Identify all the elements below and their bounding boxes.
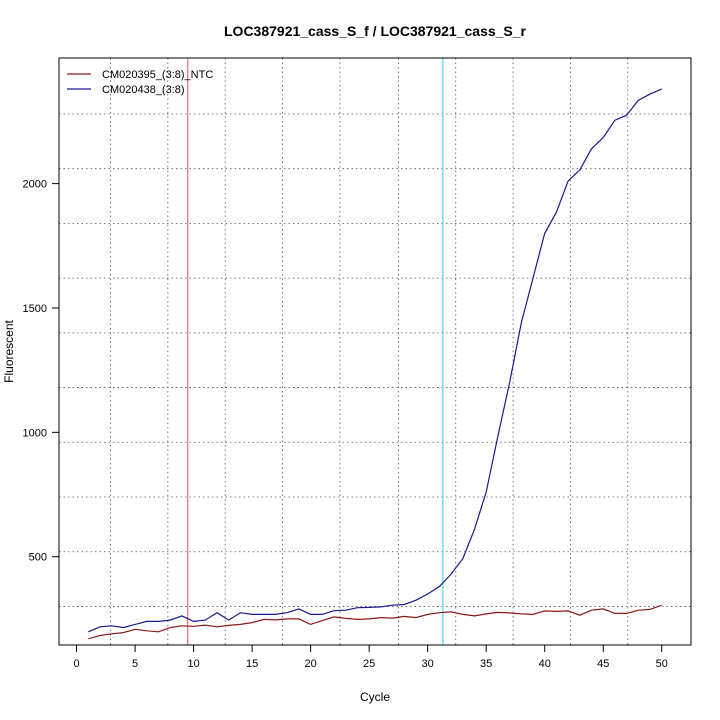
x-tick-label-5: 5: [132, 658, 138, 670]
x-tick-label-10: 10: [187, 658, 199, 670]
y-axis: 500 1000 1500 2000: [23, 179, 60, 564]
x-tick-label-0: 0: [73, 658, 79, 670]
threshold-lines: [187, 58, 444, 645]
x-axis: 0 5 10 15 20 25 30 35 40 45 50: [73, 644, 668, 670]
grid-lines: [59, 58, 691, 645]
x-tick-label-15: 15: [246, 658, 258, 670]
legend-label-sample: CM020438_(3:8): [102, 84, 185, 96]
x-tick-label-45: 45: [597, 658, 609, 670]
x-tick-label-25: 25: [363, 658, 375, 670]
plot-frame: [58, 57, 692, 646]
series-line-0: [88, 604, 662, 640]
x-tick-label-30: 30: [422, 658, 434, 670]
x-tick-label-40: 40: [539, 658, 551, 670]
legend-label-ntc: CM020395_(3:8)_NTC: [102, 69, 213, 81]
x-tick-label-20: 20: [305, 658, 317, 670]
x-tick-label-35: 35: [480, 658, 492, 670]
y-tick-label-1000: 1000: [23, 427, 47, 439]
y-tick-label-2000: 2000: [23, 179, 47, 191]
legend: CM020395_(3:8)_NTC CM020438_(3:8): [67, 69, 213, 96]
series-line-1: [88, 88, 662, 633]
y-tick-label-500: 500: [29, 552, 47, 564]
x-axis-label: Cycle: [360, 690, 390, 704]
chart-title: LOC387921_cass_S_f / LOC387921_cass_S_r: [224, 23, 527, 39]
series-lines: [88, 88, 662, 640]
y-tick-label-1500: 1500: [23, 303, 47, 315]
x-tick-label-50: 50: [656, 658, 668, 670]
y-axis-label: Fluorescent: [2, 319, 16, 382]
